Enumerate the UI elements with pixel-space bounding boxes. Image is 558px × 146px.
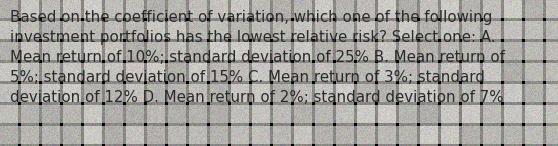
Text: Based on the coefficient of variation, which one of the following
investment por: Based on the coefficient of variation, w… [10,10,505,105]
